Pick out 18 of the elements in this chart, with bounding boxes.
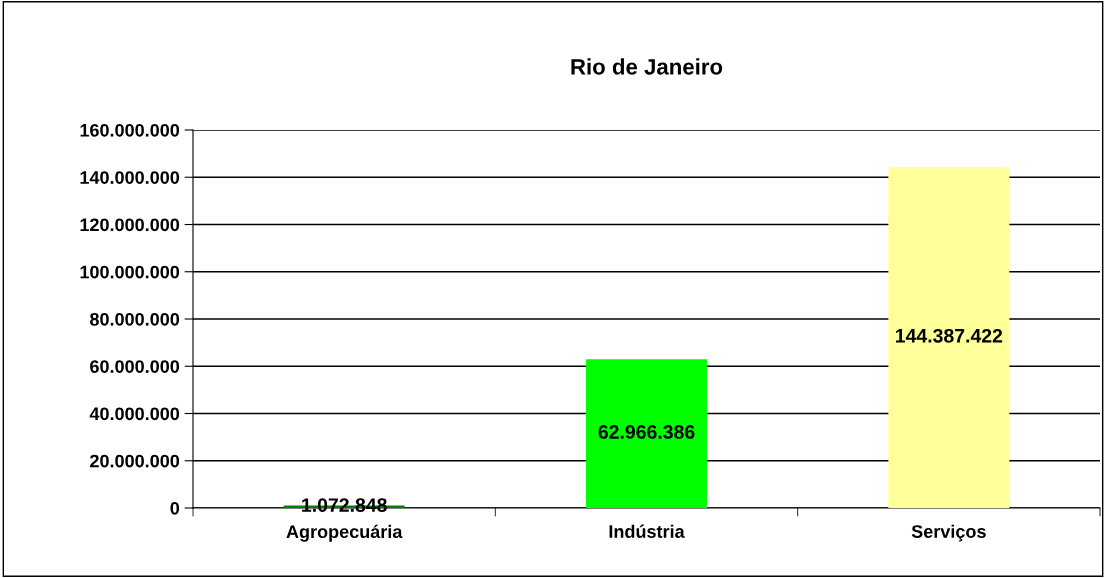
- bar: [888, 166, 1010, 508]
- chart-title: Rio de Janeiro: [571, 58, 723, 75]
- bar: [586, 359, 707, 508]
- y-tick-label: 80.000.000: [90, 312, 180, 326]
- y-tick-label: 40.000.000: [89, 407, 180, 421]
- y-tick-label: 140.000.000: [80, 171, 180, 184]
- y-tick-label: 60.000.000: [90, 360, 180, 373]
- x-tick-label: Agropecuária: [286, 524, 403, 542]
- y-tick-label: 160.000.000: [80, 123, 180, 137]
- x-tick-label: Serviços: [911, 524, 986, 542]
- data-label: 1.072.848: [302, 498, 387, 512]
- y-tick-label: 20.000.000: [90, 454, 180, 468]
- y-tick-label: 120.000.000: [80, 218, 180, 232]
- y-tick-label: 100.000.000: [80, 265, 180, 279]
- x-tick-label: Indústria: [609, 524, 685, 538]
- data-label: 62.966.386: [598, 425, 695, 439]
- data-label: 144.387.422: [896, 328, 1003, 343]
- y-tick-label: 0: [170, 501, 180, 515]
